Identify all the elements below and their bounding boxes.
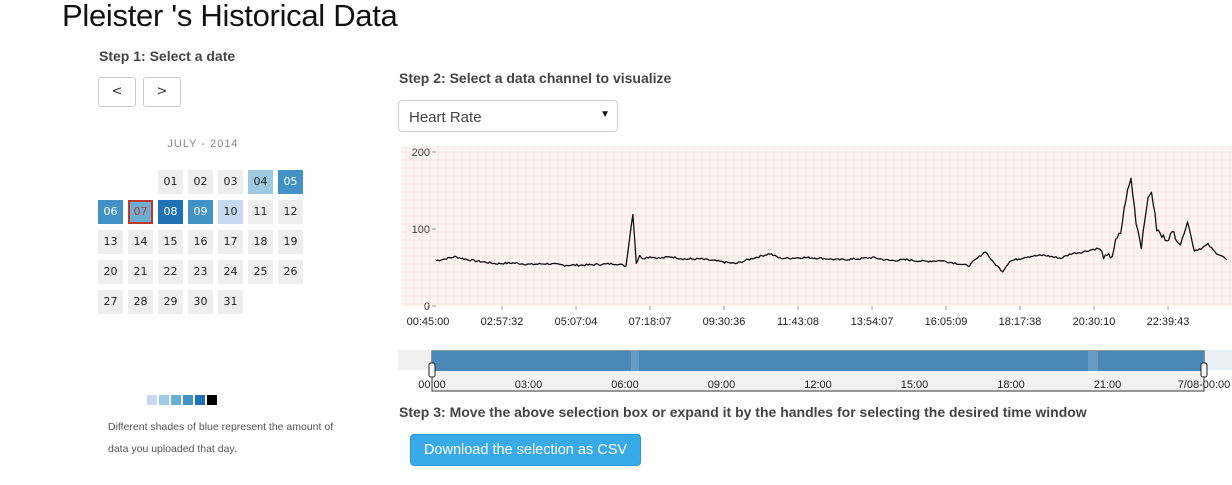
navigator-tick-label: 09:00 — [708, 379, 736, 391]
calendar-day-18[interactable]: 18 — [248, 230, 273, 254]
heart-rate-series-line — [435, 177, 1228, 273]
calendar-day-20[interactable]: 20 — [98, 260, 123, 284]
step3-label: Step 3: Move the above selection box or … — [399, 404, 1087, 420]
navigator-band — [631, 351, 639, 371]
calendar-day-14[interactable]: 14 — [128, 230, 153, 254]
calendar-day-10[interactable]: 10 — [218, 200, 243, 224]
next-month-button[interactable]: > — [143, 77, 181, 107]
x-tick-label: 00:45:00 — [407, 316, 450, 328]
navigator-right-handle — [1200, 362, 1208, 378]
legend-swatch — [159, 395, 169, 405]
navigator-tick-label: 18:00 — [997, 379, 1025, 391]
calendar-day-11[interactable]: 11 — [248, 200, 273, 224]
navigator-selection — [432, 351, 1204, 371]
x-tick-label: 05:07:04 — [555, 316, 598, 328]
legend-swatch — [171, 395, 181, 405]
calendar-day-31[interactable]: 31 — [218, 290, 243, 314]
navigator-tick-label: 15:00 — [901, 379, 929, 391]
x-tick-label: 18:17:38 — [999, 316, 1042, 328]
navigator-tick-label: 7/08-00:00 — [1178, 379, 1231, 391]
prev-month-button[interactable]: < — [98, 77, 136, 107]
calendar-day-04[interactable]: 04 — [248, 170, 273, 194]
calendar-day-02[interactable]: 02 — [188, 170, 213, 194]
x-tick-label: 20:30:10 — [1073, 316, 1116, 328]
legend-swatch — [195, 395, 205, 405]
legend-note-line2: data you uploaded that day. — [108, 443, 237, 455]
step1-label: Step 1: Select a date — [99, 48, 236, 64]
x-tick-label: 02:57:32 — [481, 316, 524, 328]
x-tick-label: 09:30:36 — [703, 316, 746, 328]
calendar-day-23[interactable]: 23 — [188, 260, 213, 284]
legend-swatch — [183, 395, 193, 405]
page-title: Pleister 's Historical Data — [62, 0, 398, 33]
calendar-day-09[interactable]: 09 — [188, 200, 213, 224]
legend-swatch — [207, 395, 217, 405]
time-navigator[interactable]: 00:00 03:00 06:00 09:00 12:00 15:00 18:00 21:00… — [398, 346, 1232, 396]
legend-note: Different shades of blue represent the a… — [108, 416, 358, 460]
navigator-right-mask — [1204, 350, 1232, 370]
calendar-day-30[interactable]: 30 — [188, 290, 213, 314]
calendar-day-29[interactable]: 29 — [158, 290, 183, 314]
calendar-day-21[interactable]: 21 — [128, 260, 153, 284]
calendar-day-08[interactable]: 08 — [158, 200, 183, 224]
navigator-tick-label: 03:00 — [515, 379, 543, 391]
navigator-tick-label: 12:00 — [804, 379, 832, 391]
y-tick-label: 200 — [412, 147, 430, 159]
channel-select[interactable]: Heart Rate ▼ — [398, 100, 618, 132]
calendar-day-12[interactable]: 12 — [278, 200, 303, 224]
calendar-day-16[interactable]: 16 — [188, 230, 213, 254]
calendar-day-28[interactable]: 28 — [128, 290, 153, 314]
navigator-tick-label: 00:00 — [418, 379, 446, 391]
channel-select-value: Heart Rate — [409, 109, 482, 126]
calendar-day-15[interactable]: 15 — [158, 230, 183, 254]
calendar-day-19[interactable]: 19 — [278, 230, 303, 254]
x-tick-label: 11:43:08 — [777, 316, 819, 328]
calendar-day-07[interactable]: 07 — [128, 200, 153, 224]
download-csv-button[interactable]: Download the selection as CSV — [410, 434, 641, 466]
y-tick-label: 0 — [424, 301, 430, 313]
calendar-day-03[interactable]: 03 — [218, 170, 243, 194]
calendar-day-25[interactable]: 25 — [248, 260, 273, 284]
calendar-day-22[interactable]: 22 — [158, 260, 183, 284]
navigator-tick-label: 21:00 — [1094, 379, 1122, 391]
calendar-day-17[interactable]: 17 — [218, 230, 243, 254]
navigator-left-handle — [428, 362, 436, 378]
navigator-tick-label: 06:00 — [611, 379, 639, 391]
step2-label: Step 2: Select a data channel to visuali… — [399, 70, 672, 86]
x-tick-label: 16:05:09 — [925, 316, 968, 328]
x-tick-label: 07:18:07 — [629, 316, 672, 328]
x-tick-label: 22:39:43 — [1147, 316, 1190, 328]
calendar-day-24[interactable]: 24 — [218, 260, 243, 284]
calendar-day-13[interactable]: 13 — [98, 230, 123, 254]
calendar-day-01[interactable]: 01 — [158, 170, 183, 194]
x-tick-label: 13:54:07 — [851, 316, 894, 328]
calendar-day-27[interactable]: 27 — [98, 290, 123, 314]
legend-note-line1: Different shades of blue represent the a… — [108, 421, 334, 433]
heart-rate-chart[interactable]: 0 100 200 00:45:00 02:57:32 05:07:04 07:18:07 0… — [398, 140, 1232, 330]
y-tick-label: 100 — [412, 224, 430, 236]
calendar-day-26[interactable]: 26 — [278, 260, 303, 284]
month-title: JULY - 2014 — [167, 138, 239, 150]
calendar-day-06[interactable]: 06 — [98, 200, 123, 224]
navigator-band — [1088, 351, 1098, 371]
navigator-left-mask — [398, 350, 432, 370]
chevron-down-icon: ▼ — [600, 109, 610, 120]
legend-swatch — [147, 395, 157, 405]
calendar-day-05[interactable]: 05 — [278, 170, 303, 194]
